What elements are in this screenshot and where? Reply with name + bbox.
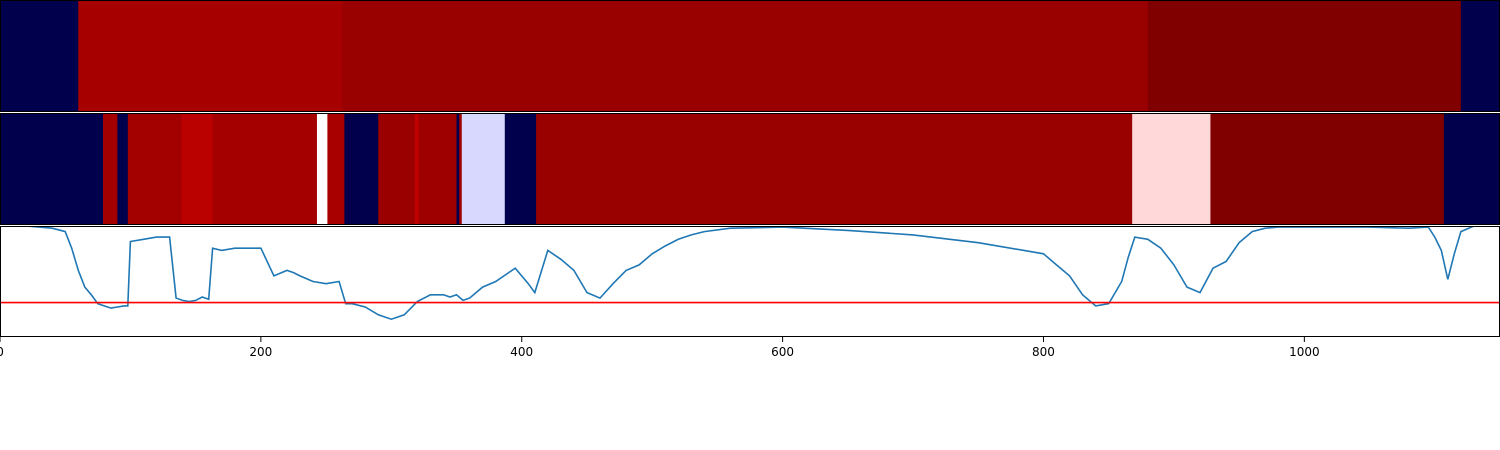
heatmap-segment (1460, 0, 1500, 112)
x-axis: 0 200 400 600 800 1000 (0, 337, 1320, 359)
line-panel-bottom (0, 226, 1500, 337)
heatmap-segment (344, 113, 379, 225)
heatmap-panel-middle (0, 113, 1500, 225)
heatmap-segment (181, 113, 214, 225)
heatmap-segment (504, 113, 537, 225)
heatmap-segment (0, 113, 104, 225)
heatmap-segment (418, 113, 457, 225)
heatmap-segment (1443, 113, 1500, 225)
heatmap-segment (117, 113, 129, 225)
heatmap-segment (327, 113, 345, 225)
heatmap-segment (1147, 0, 1462, 112)
heatmap-segment (341, 0, 1149, 112)
heatmap-segment (1132, 113, 1211, 225)
series-line (0, 226, 1500, 321)
x-tick-label: 1000 (1289, 345, 1320, 359)
heatmap-segment (414, 113, 420, 225)
x-tick-label: 600 (771, 345, 794, 359)
heatmap-segment (459, 113, 463, 225)
heatmap-segment (78, 0, 343, 112)
x-tick-label: 0 (0, 345, 4, 359)
heatmap-segment (461, 113, 506, 225)
heatmap-segment (127, 113, 182, 225)
x-tick-label: 200 (249, 345, 272, 359)
heatmap-segment (316, 113, 328, 225)
heatmap-segment (103, 113, 118, 225)
heatmap-segment (536, 113, 1133, 225)
heatmap-segment (456, 113, 460, 225)
heatmap-segment (1210, 113, 1445, 225)
heatmap-segment (0, 0, 79, 112)
heatmap-segment (212, 113, 318, 225)
heatmap-segment (378, 113, 416, 225)
heatmap-panel-top (0, 0, 1500, 112)
x-tick-label: 400 (510, 345, 533, 359)
x-tick-label: 800 (1032, 345, 1055, 359)
line-panel-background (0, 226, 1500, 337)
